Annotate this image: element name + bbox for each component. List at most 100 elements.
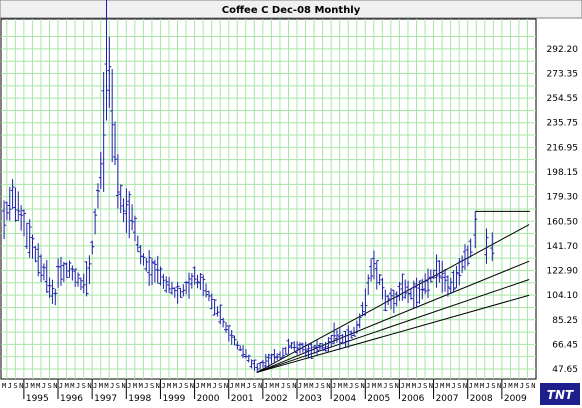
x-year-label: 2003	[299, 394, 322, 404]
month-initial: M	[275, 382, 279, 390]
month-initial: M	[201, 382, 205, 390]
y-tick-label: 122.90	[547, 266, 579, 276]
month-initial: M	[412, 382, 416, 390]
y-tick-label: 104.10	[547, 291, 579, 301]
month-initial: M	[508, 382, 512, 390]
month-initial: M	[406, 382, 410, 390]
month-initial: M	[343, 382, 347, 390]
y-tick-label: 160.50	[547, 217, 579, 227]
month-initial: S	[82, 382, 86, 390]
month-initial: S	[321, 382, 325, 390]
trendlines	[256, 210, 530, 373]
month-initial: J	[8, 382, 12, 390]
month-initial: N	[121, 382, 125, 390]
month-initial: J	[247, 382, 251, 390]
month-initial: N	[463, 382, 467, 390]
month-initial: J	[93, 382, 97, 390]
month-initial: M	[440, 382, 444, 390]
month-initial: S	[252, 382, 256, 390]
month-initial: J	[195, 382, 199, 390]
month-initial: M	[378, 382, 382, 390]
month-initial: J	[349, 382, 353, 390]
plot-area	[0, 18, 537, 380]
month-initial: M	[36, 382, 40, 390]
month-initial: J	[383, 382, 387, 390]
month-initial: J	[469, 382, 473, 390]
month-initial: M	[372, 382, 376, 390]
title-bar	[0, 0, 582, 19]
month-initial: N	[258, 382, 262, 390]
month-initial: J	[264, 382, 268, 390]
tnt-logo-text: TNT	[547, 388, 574, 402]
y-tick-label: 66.45	[552, 340, 578, 350]
month-initial: M	[338, 382, 342, 390]
price-bars	[2, 0, 495, 373]
trendline	[256, 224, 530, 373]
month-initial: M	[167, 382, 171, 390]
x-axis-year-labels: 1995 1996 1997 1998 1999 2000 2001 2002 2003 2004…	[23, 379, 527, 404]
x-year-label: 2005	[367, 394, 390, 404]
month-initial: M	[173, 382, 177, 390]
x-year-label: 2009	[504, 394, 527, 404]
y-axis-ticks: 47.65 66.45 85.25 104.10 122.90 141.70 160.50 1…	[547, 45, 579, 375]
month-initial: M	[99, 382, 103, 390]
month-initial: N	[531, 382, 535, 390]
month-initial: S	[116, 382, 120, 390]
month-initial: J	[366, 382, 370, 390]
month-initial: S	[389, 382, 393, 390]
month-initial: N	[360, 382, 364, 390]
month-initial: J	[332, 382, 336, 390]
x-year-label: 1996	[60, 394, 83, 404]
trendline	[256, 260, 530, 373]
month-initial: J	[213, 382, 217, 390]
month-initial: J	[434, 382, 438, 390]
month-initial: N	[190, 382, 194, 390]
tnt-logo: TNT	[540, 383, 580, 405]
month-initial: M	[139, 382, 143, 390]
month-initial: M	[304, 382, 308, 390]
month-initial: S	[491, 382, 495, 390]
month-initial: N	[326, 382, 330, 390]
month-initial: N	[53, 382, 57, 390]
month-initial: M	[104, 382, 108, 390]
month-initial: S	[184, 382, 188, 390]
month-initial: J	[400, 382, 404, 390]
month-initial: M	[30, 382, 34, 390]
x-year-label: 2000	[197, 394, 220, 404]
month-initial: M	[269, 382, 273, 390]
y-tick-label: 273.35	[547, 70, 579, 80]
month-initial: J	[144, 382, 148, 390]
month-initial: M	[235, 382, 239, 390]
month-initial: N	[156, 382, 160, 390]
month-initial: J	[42, 382, 46, 390]
x-year-label: 2004	[333, 394, 356, 404]
month-initial: J	[161, 382, 165, 390]
y-tick-label: 179.30	[547, 193, 579, 203]
x-year-label: 2007	[436, 394, 459, 404]
month-initial: M	[65, 382, 69, 390]
month-initial: N	[497, 382, 501, 390]
x-year-label: 2006	[401, 394, 424, 404]
month-initial: M	[474, 382, 478, 390]
month-initial: J	[76, 382, 80, 390]
grid-lines	[1, 19, 536, 379]
month-initial: S	[287, 382, 291, 390]
trendline	[256, 294, 530, 373]
month-initial: J	[127, 382, 131, 390]
month-initial: J	[503, 382, 507, 390]
y-tick-label: 216.95	[547, 143, 579, 153]
month-initial: M	[133, 382, 137, 390]
month-initial: J	[520, 382, 524, 390]
month-initial: J	[59, 382, 63, 390]
month-initial: M	[241, 382, 245, 390]
month-initial: N	[19, 382, 23, 390]
month-initial: J	[298, 382, 302, 390]
month-initial: S	[355, 382, 359, 390]
month-initial: N	[292, 382, 296, 390]
x-year-label: 2002	[265, 394, 288, 404]
y-tick-label: 254.55	[547, 94, 579, 104]
y-tick-label: 141.70	[547, 242, 579, 252]
